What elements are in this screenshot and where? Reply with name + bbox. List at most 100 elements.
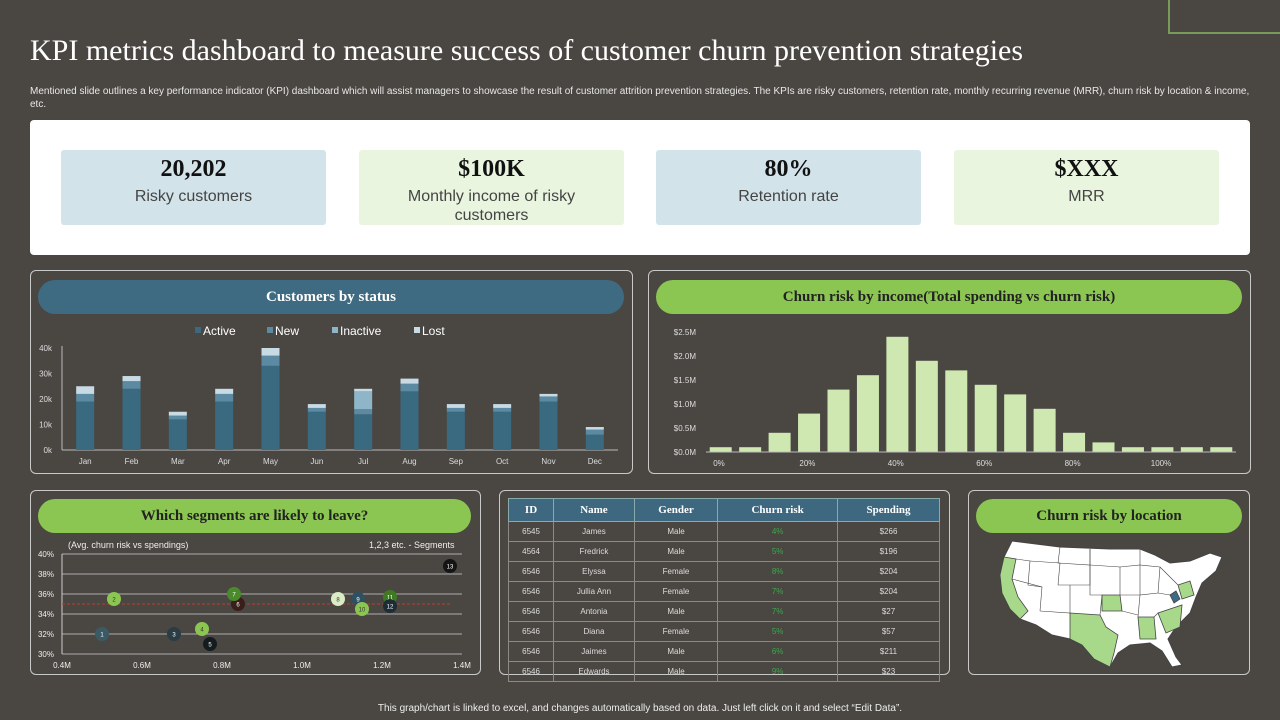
table-cell: 9%: [717, 661, 839, 682]
x-tick-label: 0%: [713, 459, 725, 468]
kpi-label: Monthly income of risky customers: [407, 188, 576, 224]
segment-point-12: [383, 599, 397, 613]
x-tick-label: Aug: [402, 457, 416, 466]
y-tick-label: 10k: [39, 421, 53, 430]
churn-risk-income-panel: [648, 270, 1251, 474]
table-row: 6546 Jullia Ann Female 7% $204: [507, 581, 940, 602]
kpi-card-retention-rate: 80% Retention rate: [656, 150, 921, 225]
bar-active-aug: [400, 391, 419, 450]
legend-swatch: [414, 327, 420, 333]
x-tick-label: Apr: [218, 457, 231, 466]
map-region-carolinas: [1157, 604, 1183, 634]
churn-risk-income-chart: $0.0M $0.5M $1.0M $1.5M $2.0M $2.5M 0% 20% 40% 60…: [674, 328, 1236, 468]
bar-active-may: [261, 365, 280, 450]
segment-point-5: [203, 637, 217, 651]
table-cell: Jullia Ann: [553, 581, 635, 602]
income-bar: [915, 360, 938, 452]
table-cell: 7%: [717, 601, 839, 622]
x-tick-label: 0.8M: [213, 661, 231, 670]
x-tick-label: 0.4M: [53, 661, 71, 670]
bar-lost-mar: [168, 411, 187, 416]
table-cell: Male: [633, 541, 719, 562]
segment-point-3: [167, 627, 181, 641]
churn-location-panel: [968, 490, 1250, 675]
bar-active-jul: [354, 414, 373, 450]
segment-point-7: [227, 587, 241, 601]
segment-point-label: 10: [359, 608, 366, 614]
table-header: Churn risk: [717, 498, 839, 522]
x-tick-label: Oct: [496, 457, 509, 466]
table-cell: 5%: [717, 541, 839, 562]
x-tick-label: Dec: [588, 457, 602, 466]
table-cell: Male: [633, 661, 719, 682]
y-tick-label: 20k: [39, 395, 53, 404]
table-cell: 6546: [507, 581, 555, 602]
bar-active-jan: [76, 401, 95, 450]
bar-new-oct: [493, 407, 512, 412]
segments-panel: [30, 490, 481, 675]
x-tick-label: 100%: [1151, 459, 1171, 468]
table-cell: 6%: [717, 641, 839, 662]
table-cell: $204: [837, 581, 940, 602]
table-cell: Male: [633, 601, 719, 622]
segment-point-label: 13: [447, 565, 454, 571]
table-header: Gender: [633, 498, 719, 522]
segment-point-label: 5: [208, 643, 212, 649]
x-tick-label: Sep: [449, 457, 464, 466]
churn-location-title: Churn risk by location: [976, 499, 1242, 533]
table-cell: 4564: [507, 541, 555, 562]
income-bar: [798, 413, 821, 452]
table-cell: 5%: [717, 621, 839, 642]
segment-point-2: [107, 592, 121, 606]
segment-point-label: 4: [200, 628, 204, 634]
x-tick-label: 0.6M: [133, 661, 151, 670]
legend-label: New: [275, 324, 299, 338]
table-cell: 6546: [507, 601, 555, 622]
kpi-value: $100K: [458, 156, 525, 182]
legend-swatch: [195, 327, 201, 333]
bar-active-jun: [307, 411, 326, 450]
map-region-south-central: [1101, 594, 1123, 612]
map-state-borders: [1011, 546, 1179, 618]
y-tick-label: $2.5M: [674, 328, 697, 337]
table-cell: Diana: [553, 621, 635, 642]
kpi-value: 20,202: [160, 156, 227, 182]
corner-decoration: [1168, 0, 1280, 34]
segment-point-label: 9: [356, 598, 360, 604]
segment-point-8: [331, 592, 345, 606]
kpi-value: $XXX: [1054, 156, 1119, 182]
table-cell: James: [553, 521, 635, 542]
income-bar: [1180, 447, 1203, 452]
kpi-panel: 20,202 Risky customers $100K Monthly inc…: [30, 120, 1250, 255]
table-row: 4564 Fredrick Male 5% $196: [507, 541, 940, 562]
customers-by-status-chart: Active New Inactive Lost 0k 10k 20k 30k 40k Jan Fe…: [39, 324, 618, 466]
map-region-texas: [1069, 612, 1119, 668]
table-header: Name: [553, 498, 635, 522]
bar-active-feb: [122, 388, 141, 450]
segment-point-4: [195, 622, 209, 636]
table-cell: $211: [837, 641, 940, 662]
bar-lost-jan: [76, 386, 95, 394]
kpi-label: Risky customers: [134, 188, 253, 205]
table-row: 6546 Antonia Male 7% $27: [507, 601, 940, 622]
segment-point-label: 2: [112, 598, 116, 604]
x-tick-label: Jan: [79, 457, 92, 466]
page-subtitle: Mentioned slide outlines a key performan…: [30, 86, 1250, 110]
bar-active-mar: [168, 419, 187, 450]
bar-active-oct: [493, 411, 512, 450]
table-cell: Female: [633, 621, 719, 642]
y-tick-label: $0.5M: [674, 424, 697, 433]
table-cell: Edwards: [553, 661, 635, 682]
y-tick-label: 30%: [38, 650, 54, 659]
bar-new-nov: [539, 396, 558, 402]
table-cell: Male: [633, 641, 719, 662]
x-tick-label: 60%: [976, 459, 992, 468]
income-bar: [1210, 447, 1233, 452]
legend-label: Inactive: [340, 324, 382, 338]
y-tick-label: $1.0M: [674, 400, 697, 409]
table-cell: $204: [837, 561, 940, 582]
customer-table: ID Name Gender Churn risk Spending 6545 J…: [507, 498, 940, 682]
bar-lost-sep: [446, 404, 465, 408]
bar-new-sep: [446, 407, 465, 412]
table-header-row: ID Name Gender Churn risk Spending: [507, 498, 940, 522]
